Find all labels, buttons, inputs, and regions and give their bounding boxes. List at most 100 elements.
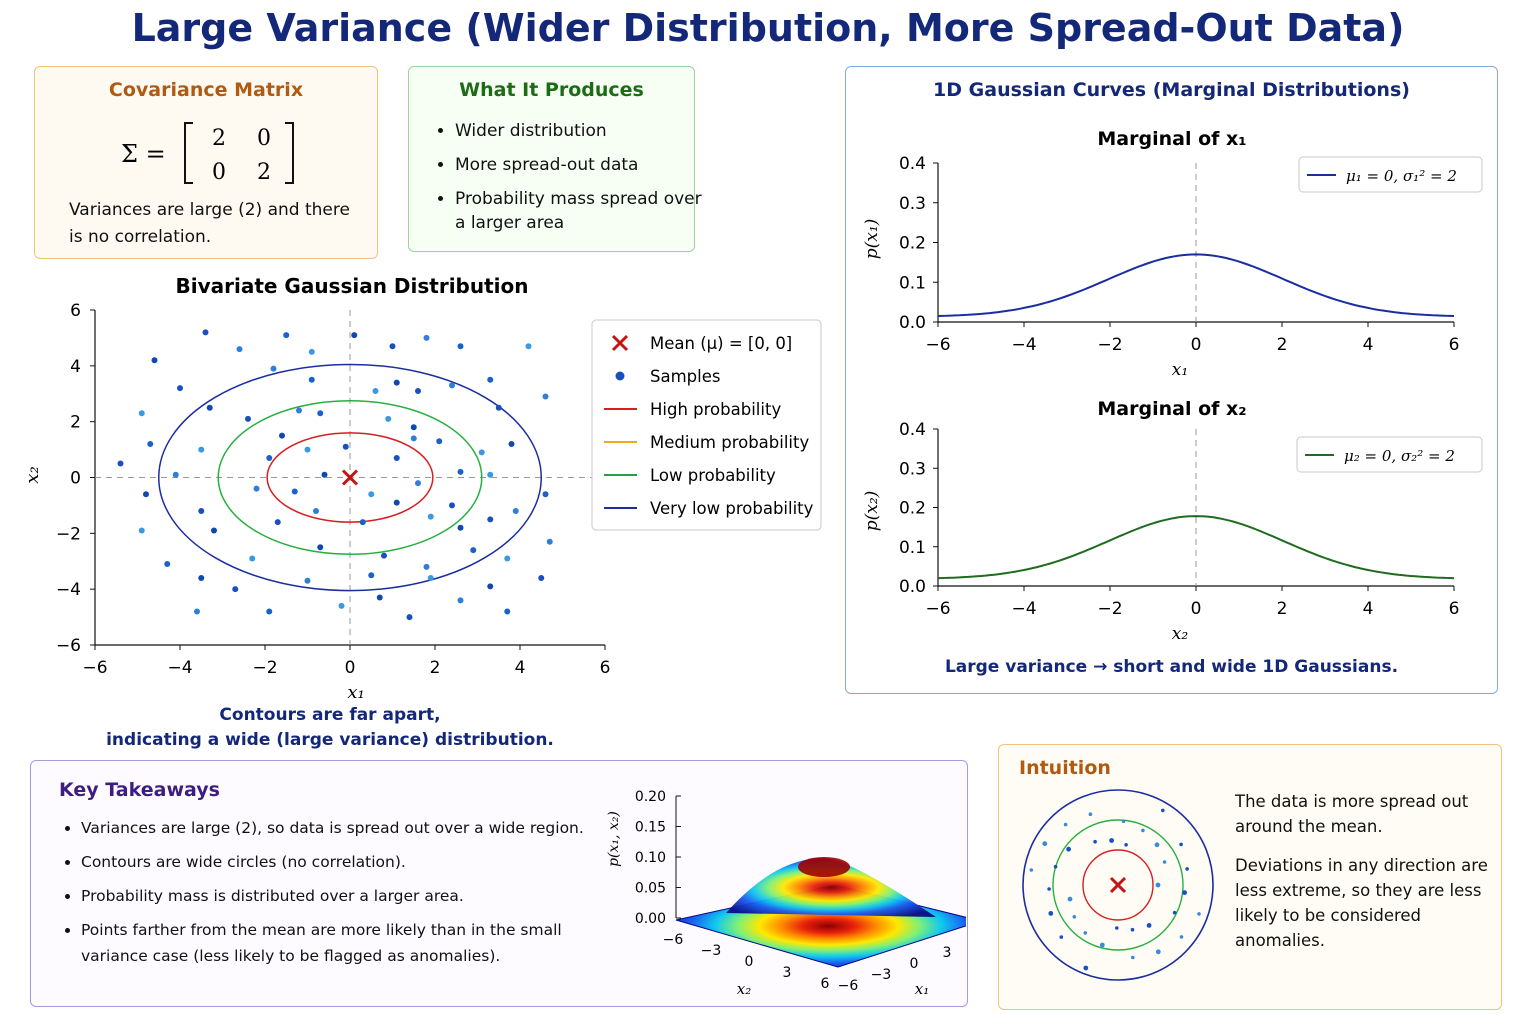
sample-point bbox=[393, 454, 400, 461]
sample-point bbox=[376, 594, 383, 601]
sigma-symbol: Σ = bbox=[121, 140, 166, 168]
marginal-x1-title: Marginal of x₁ bbox=[1097, 128, 1246, 150]
sample-point bbox=[1197, 912, 1201, 916]
caption-line: indicating a wide (large variance) distr… bbox=[106, 730, 554, 750]
sample-point bbox=[542, 491, 549, 498]
sample-point bbox=[457, 524, 464, 531]
sample-point bbox=[487, 471, 494, 478]
x-tick-label: 6 bbox=[600, 658, 611, 678]
sample-point bbox=[177, 385, 183, 392]
list-item: More spread-out data bbox=[455, 153, 710, 177]
y-tick-label: 0.3 bbox=[899, 459, 926, 479]
sample-point bbox=[457, 468, 464, 475]
sample-point bbox=[304, 577, 311, 584]
z-tick-label: 0.10 bbox=[635, 850, 666, 866]
sample-point bbox=[1063, 822, 1068, 827]
sample-point bbox=[1099, 942, 1105, 948]
mean-marker-icon bbox=[1109, 876, 1127, 894]
x-tick-label: 4 bbox=[515, 658, 526, 678]
sample-point bbox=[304, 446, 311, 453]
x2-tick-label: 6 bbox=[821, 976, 830, 992]
sample-point bbox=[321, 471, 328, 478]
sample-point bbox=[266, 608, 273, 615]
legend-mean: Mean (μ) = [0, 0] bbox=[650, 334, 792, 353]
sample-point bbox=[117, 460, 124, 467]
sample-point bbox=[338, 602, 345, 609]
list-item: Contours are wide circles (no correlatio… bbox=[81, 849, 621, 875]
x1-tick-label: 0 bbox=[910, 956, 919, 972]
sample-point bbox=[487, 583, 494, 590]
sample-point bbox=[470, 547, 477, 554]
y-tick-label: 0.3 bbox=[899, 194, 926, 214]
sample-point bbox=[1083, 965, 1089, 971]
legend-medium: Medium probability bbox=[650, 433, 809, 452]
y-tick-label: −4 bbox=[56, 580, 81, 600]
sample-point bbox=[296, 407, 302, 414]
marginal-x1-legend: μ₁ = 0, σ₁² = 2 bbox=[1298, 156, 1483, 193]
sample-point bbox=[368, 572, 375, 579]
sample-point bbox=[249, 555, 256, 562]
sample-point bbox=[449, 502, 455, 509]
takeaways-card: Key Takeaways Variances are large (2), s… bbox=[30, 760, 968, 1007]
sample-point bbox=[368, 491, 375, 498]
sample-point bbox=[308, 376, 315, 383]
y-tick-label: 0.4 bbox=[899, 154, 926, 174]
sample-point bbox=[389, 343, 396, 350]
marginal-x2-curve bbox=[937, 515, 1455, 580]
mean-marker-icon bbox=[611, 334, 629, 352]
sample-point bbox=[1072, 915, 1077, 919]
list-item: Probability mass spread over a larger ar… bbox=[455, 187, 710, 235]
intuition-diagram bbox=[1022, 789, 1214, 981]
x-tick-label: −6 bbox=[925, 335, 950, 355]
list-item: Wider distribution bbox=[455, 119, 710, 143]
marginal-x1-ylabel: p(x₁) bbox=[862, 219, 882, 260]
contour-ellipse bbox=[217, 399, 483, 556]
sample-point bbox=[1162, 860, 1167, 864]
sample-point bbox=[253, 485, 260, 492]
sample-point bbox=[342, 443, 349, 450]
bivariate-ylabel: x₂ bbox=[22, 466, 43, 483]
marginal-x2-title: Marginal of x₂ bbox=[1097, 398, 1246, 420]
sample-point bbox=[542, 393, 549, 400]
sample-point bbox=[1093, 839, 1097, 844]
sample-point bbox=[359, 519, 366, 526]
covariance-note: Variances are large (2) and there is no … bbox=[69, 200, 350, 247]
matrix-cell: 2 bbox=[257, 160, 271, 185]
z-tick-label: 0.05 bbox=[635, 881, 666, 897]
sample-point bbox=[415, 387, 421, 394]
y-tick-label: −6 bbox=[56, 636, 81, 656]
takeaways-title: Key Takeaways bbox=[59, 779, 220, 801]
sample-point bbox=[478, 449, 485, 456]
bivariate-chart: Bivariate Gaussian Distribution −6 −4 −2 0 2… bbox=[22, 274, 822, 703]
sample-point bbox=[1083, 931, 1088, 935]
x-tick-label: 2 bbox=[430, 658, 441, 678]
covariance-matrix: Σ = 2 0 0 2 bbox=[121, 122, 294, 185]
y-tick-label: 0 bbox=[70, 469, 81, 489]
y-tick-label: 0.0 bbox=[899, 577, 926, 597]
sample-point bbox=[202, 329, 209, 336]
sample-point bbox=[198, 508, 205, 514]
x-tick-label: −2 bbox=[252, 658, 277, 678]
x-tick-label: 4 bbox=[1363, 335, 1374, 355]
covariance-card: Covariance Matrix Σ = 2 0 0 2 Variances … bbox=[34, 66, 378, 259]
sample-point bbox=[415, 480, 421, 487]
marginal-x1-curve bbox=[937, 253, 1455, 317]
y-tick-label: 0.2 bbox=[899, 234, 926, 254]
sample-point bbox=[198, 575, 205, 581]
sample-point bbox=[449, 382, 455, 389]
sample-point bbox=[372, 387, 379, 394]
sample-point bbox=[1182, 890, 1187, 895]
surface-peak bbox=[798, 857, 850, 877]
surface-ylabel: x₂ bbox=[737, 980, 751, 998]
x-tick-label: −4 bbox=[1011, 335, 1036, 355]
x2-tick-label: −6 bbox=[663, 932, 684, 948]
marginal-x2-xlabel: x₂ bbox=[1172, 624, 1189, 644]
sample-point bbox=[427, 513, 434, 520]
marginal-x1-legend-label: μ₁ = 0, σ₁² = 2 bbox=[1346, 167, 1457, 185]
sample-point bbox=[487, 516, 494, 523]
sample-point bbox=[1172, 910, 1177, 915]
legend-high: High probability bbox=[650, 400, 781, 419]
y-tick-label: 0.1 bbox=[899, 538, 926, 558]
sample-point bbox=[1131, 955, 1135, 960]
